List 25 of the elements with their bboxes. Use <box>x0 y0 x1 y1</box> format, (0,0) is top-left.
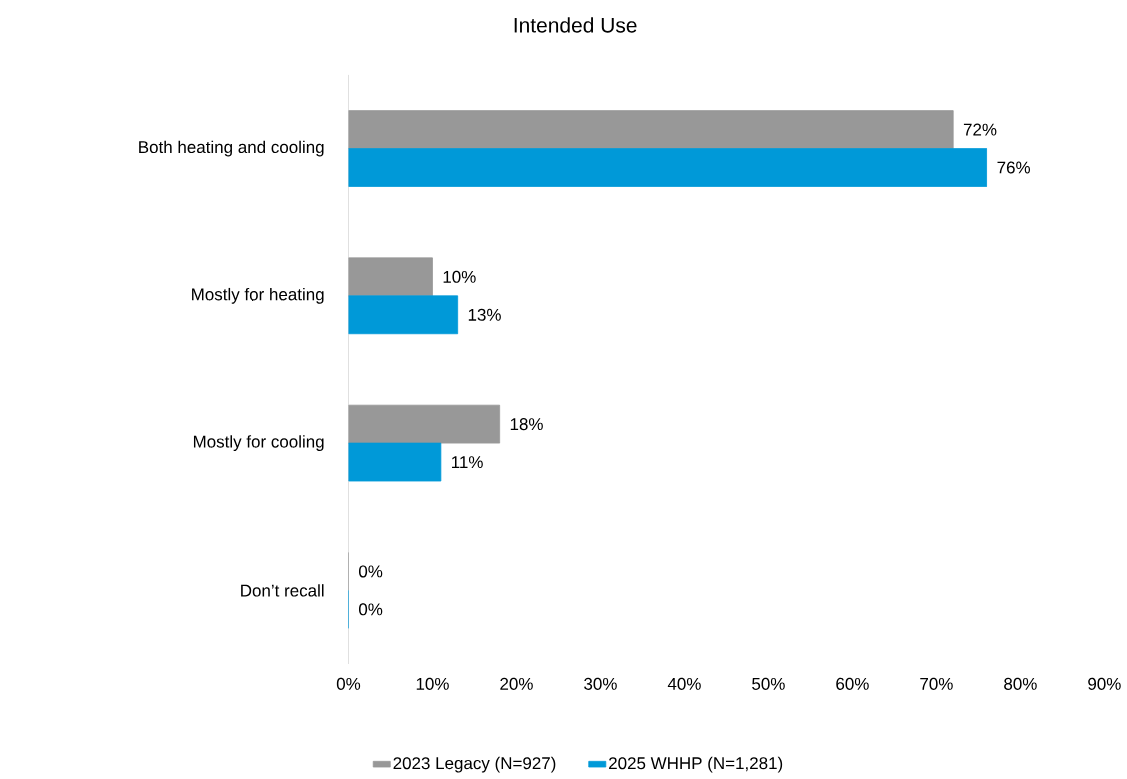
legend-label: 2023 Legacy (N=927) <box>393 756 556 773</box>
data-label: 0% <box>358 603 383 616</box>
y-tick-label: Both heating and cooling <box>139 140 324 157</box>
y-tick-label: Mostly for heating <box>192 287 324 304</box>
data-label: 13% <box>468 308 501 321</box>
x-tick-label: 40% <box>667 677 701 690</box>
data-label: 10% <box>443 270 476 283</box>
x-tick-label: 0% <box>336 677 361 690</box>
x-tick-label: 20% <box>500 677 533 690</box>
x-tick-label: 60% <box>836 677 869 690</box>
x-tick-label: 70% <box>920 677 953 690</box>
chart-title: Intended Use <box>514 17 637 33</box>
legend-label: 2025 WHHP (N=1,281) <box>609 756 783 773</box>
data-label: 76% <box>997 161 1030 174</box>
x-tick-label: 30% <box>584 677 617 690</box>
x-tick-label: 80% <box>1004 677 1037 690</box>
data-label: 72% <box>963 123 997 136</box>
data-label: 0% <box>358 565 383 578</box>
y-tick-label: Mostly for cooling <box>193 435 324 452</box>
x-tick-label: 90% <box>1088 677 1121 690</box>
data-label: 18% <box>510 418 543 431</box>
x-tick-label: 10% <box>416 677 449 690</box>
y-tick-label: Don’t recall <box>241 584 324 597</box>
x-tick-label: 50% <box>752 677 785 690</box>
data-label: 11% <box>452 456 483 469</box>
